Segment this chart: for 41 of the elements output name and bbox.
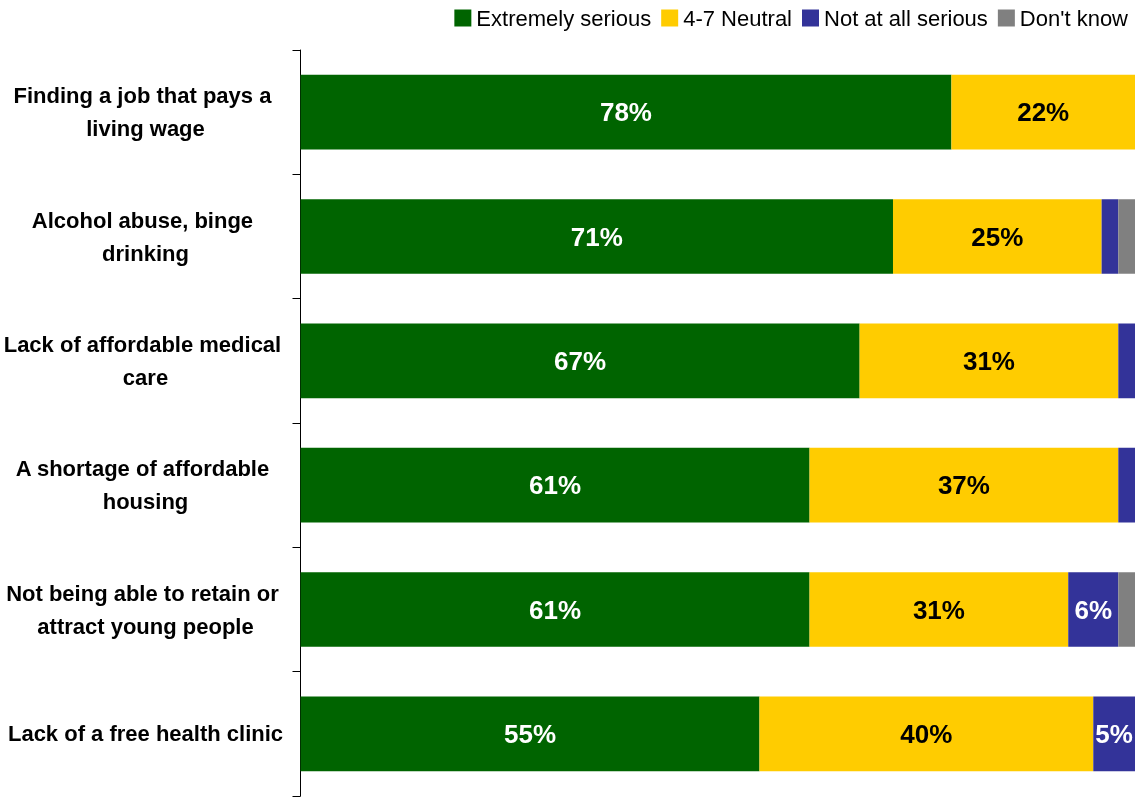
bar <box>951 74 1135 150</box>
bar <box>300 323 860 399</box>
data-label: 37% <box>937 470 990 501</box>
legend-label: Extremely serious <box>476 5 652 31</box>
data-label: 25% <box>971 221 1024 252</box>
y-tick-label: Not being able to retain or attract young people <box>6 580 285 639</box>
bar <box>1118 323 1135 399</box>
bar <box>1118 447 1135 523</box>
y-tick-label: Lack of a free health clinic <box>7 721 284 747</box>
bar <box>300 74 952 150</box>
data-label: 40% <box>900 718 953 749</box>
legend-label: Not at all serious <box>824 5 988 31</box>
data-label: 61% <box>529 594 582 625</box>
legend-label: Don't know <box>1019 5 1129 31</box>
data-label: 31% <box>912 594 965 625</box>
data-label: 31% <box>962 345 1015 376</box>
bar <box>1118 199 1135 274</box>
bar <box>300 696 760 772</box>
bar <box>809 572 1069 647</box>
data-label: 67% <box>554 345 607 376</box>
data-label: 22% <box>1017 97 1070 128</box>
data-label: 78% <box>599 97 652 128</box>
y-tick-label: Finding a job that pays a living wage <box>13 83 278 142</box>
bar <box>859 323 1119 399</box>
data-label: 5% <box>1095 718 1133 749</box>
bar <box>1101 199 1119 274</box>
bar <box>300 572 810 647</box>
bar <box>300 447 810 523</box>
data-label: 71% <box>570 221 623 252</box>
y-tick-label: Lack of affordable medical care <box>3 331 288 390</box>
y-tick-label: A shortage of affordable housing <box>15 456 276 515</box>
data-label: 6% <box>1074 594 1113 625</box>
data-label: 55% <box>503 718 557 749</box>
data-label: 61% <box>529 470 582 501</box>
bar <box>892 199 1102 274</box>
bar <box>759 696 1094 772</box>
bar <box>809 447 1119 523</box>
y-tick-label: Alcohol abuse, binge drinking <box>31 207 260 266</box>
bar <box>1118 572 1135 647</box>
bar <box>300 199 893 274</box>
legend-label: 4-7 Neutral <box>683 5 793 31</box>
